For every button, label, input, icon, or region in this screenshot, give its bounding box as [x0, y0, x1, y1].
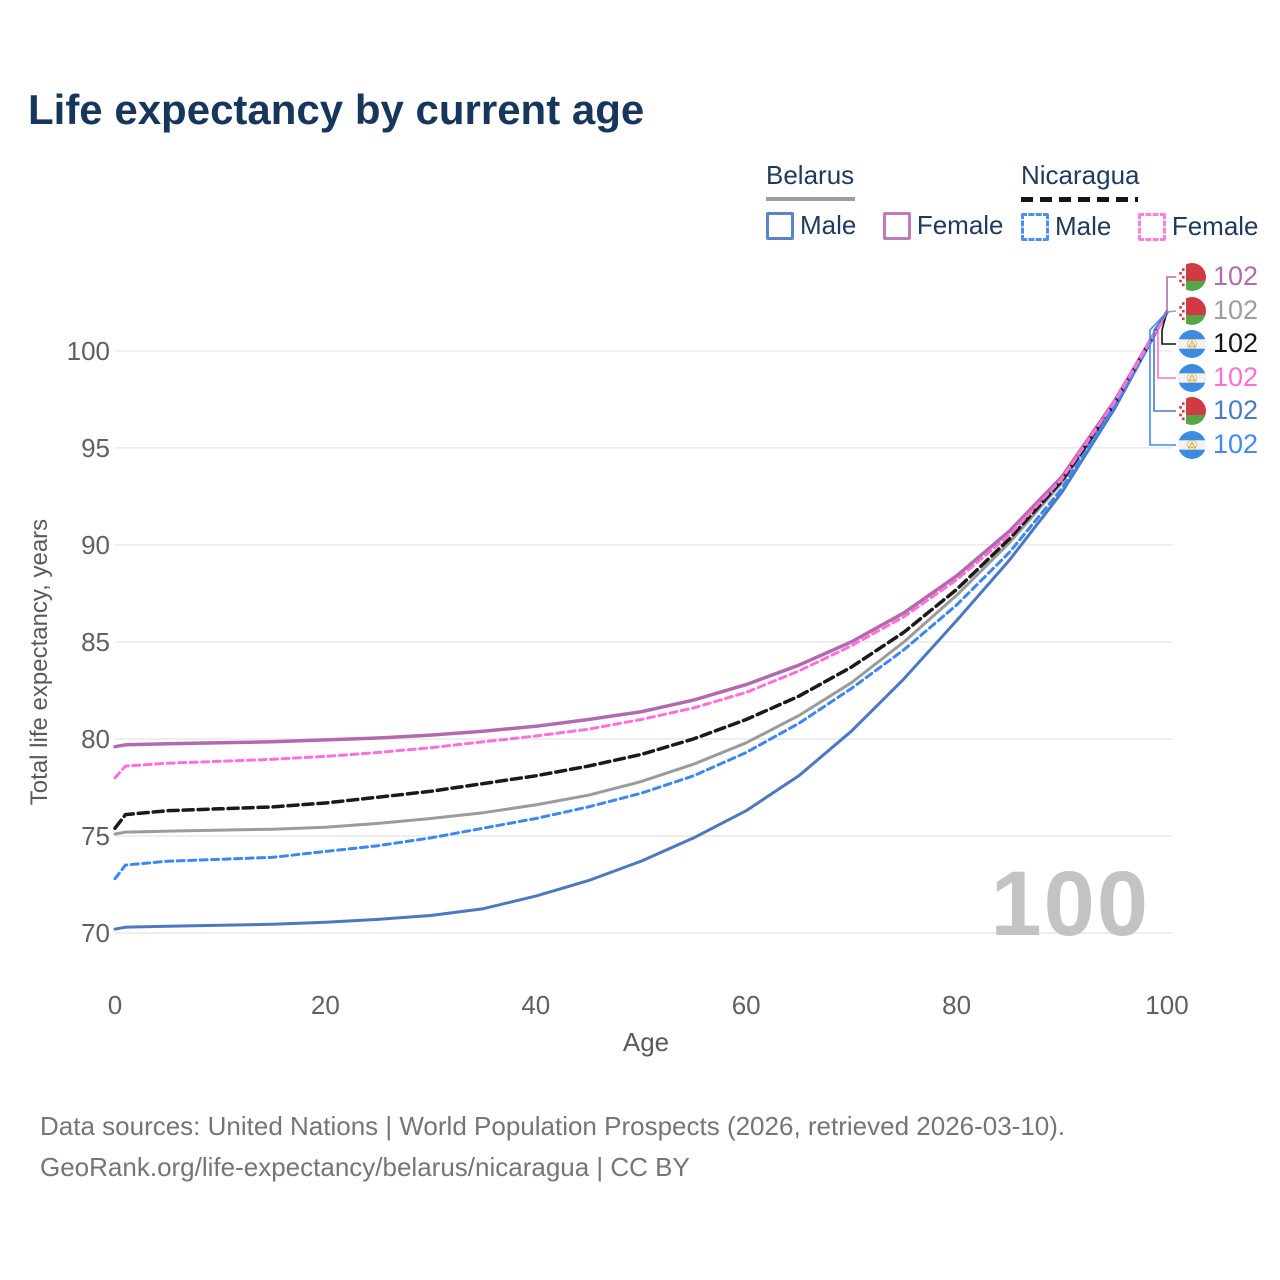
end-label-belarus-male: 102 — [1178, 395, 1258, 426]
series-line-belarus-female[interactable] — [113, 310, 1169, 749]
y-tick-100: 100 — [66, 335, 110, 366]
legend-belarus-line-sample — [766, 197, 855, 201]
series-line-nicaragua-male[interactable] — [113, 310, 1169, 881]
series-line-belarus-male[interactable] — [113, 310, 1169, 931]
end-value-label: 102 — [1213, 395, 1259, 425]
end-value-label: 102 — [1213, 429, 1259, 459]
legend-group-belarus: Belarus Male Female — [766, 160, 1026, 245]
end-value-label: 102 — [1213, 261, 1259, 291]
x-tick-0: 0 — [107, 990, 123, 1020]
end-label-belarus-total: 102 — [1178, 295, 1258, 326]
end-value-label: 102 — [1213, 295, 1259, 325]
legend-group-nicaragua: Nicaragua Male Female — [1021, 160, 1280, 246]
legend-nicaragua-label[interactable]: Nicaragua — [1021, 160, 1140, 190]
legend-item-belarus-male[interactable]: Male — [766, 210, 856, 241]
chart-title: Life expectancy by current age — [28, 86, 645, 133]
nicaragua-flag-icon — [1178, 329, 1206, 358]
belarus-flag-icon — [1178, 296, 1206, 325]
belarus-male-swatch — [766, 211, 794, 240]
nicaragua-male-swatch — [1021, 212, 1049, 241]
y-tick-95: 95 — [81, 432, 110, 463]
belarus-female-swatch — [882, 211, 911, 240]
leader-line-belarus-female — [1166, 276, 1176, 312]
end-label-nicaragua-male: 102 — [1178, 429, 1258, 460]
nicaragua-flag-icon — [1178, 363, 1206, 392]
belarus-flag-icon — [1178, 262, 1206, 291]
x-axis-title: Age — [622, 1027, 670, 1057]
y-tick-75: 75 — [81, 820, 110, 851]
x-tick-80: 80 — [942, 990, 972, 1020]
y-tick-90: 90 — [81, 529, 110, 560]
end-label-belarus-female: 102 — [1178, 261, 1258, 292]
x-tick-20: 20 — [310, 990, 340, 1020]
legend-item-nicaragua-female[interactable]: Female — [1137, 211, 1259, 242]
legend-item-belarus-female[interactable]: Female — [882, 210, 1004, 241]
series-line-belarus-total[interactable] — [113, 310, 1169, 836]
x-tick-60: 60 — [731, 990, 761, 1020]
nicaragua-male-label: Male — [1055, 211, 1112, 241]
leader-line-belarus-total — [1166, 310, 1177, 313]
series-line-nicaragua-female[interactable] — [113, 310, 1169, 780]
leader-line-nicaragua-total — [1161, 311, 1176, 345]
legend-nicaragua-line-sample — [1021, 197, 1138, 202]
x-tick-40: 40 — [521, 990, 551, 1020]
leader-line-nicaragua-male — [1149, 311, 1176, 446]
nicaragua-flag-icon — [1178, 430, 1206, 459]
end-label-nicaragua-total: 102 — [1178, 328, 1258, 359]
attribution-line: GeoRank.org/life-expectancy/belarus/nica… — [40, 1152, 690, 1182]
y-tick-70: 70 — [81, 918, 110, 948]
legend: Belarus Male Female Nicaragua Male — [0, 160, 1280, 241]
end-label-nicaragua-female: 102 — [1178, 362, 1258, 393]
belarus-flag-icon — [1178, 396, 1206, 425]
nicaragua-female-label: Female — [1171, 211, 1259, 241]
data-source-line: Data sources: United Nations | World Pop… — [40, 1111, 1066, 1141]
legend-belarus-label[interactable]: Belarus — [766, 160, 855, 190]
age-frame-watermark: 100 — [990, 853, 1150, 955]
leader-line-nicaragua-female — [1157, 311, 1176, 379]
footer: Data sources: United Nations | World Pop… — [40, 1106, 1065, 1188]
belarus-female-label: Female — [916, 210, 1004, 240]
end-value-label: 102 — [1213, 362, 1259, 392]
legend-item-nicaragua-male[interactable]: Male — [1021, 211, 1111, 242]
nicaragua-female-swatch — [1137, 212, 1166, 241]
y-tick-80: 80 — [81, 723, 110, 754]
leader-line-belarus-male — [1153, 311, 1176, 412]
y-tick-85: 85 — [81, 626, 110, 657]
end-value-label: 102 — [1213, 328, 1259, 358]
belarus-male-label: Male — [800, 210, 857, 240]
x-tick-100: 100 — [1145, 990, 1189, 1020]
series-line-nicaragua-total[interactable] — [113, 310, 1169, 830]
